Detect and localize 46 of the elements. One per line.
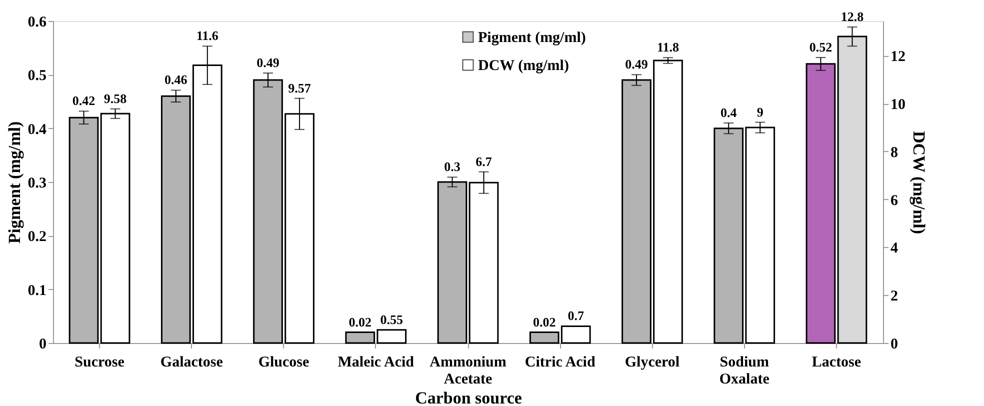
data-label: 0.02 xyxy=(348,314,372,330)
x-tick-label: Galactose xyxy=(160,354,224,370)
y2-tick-label: 6 xyxy=(890,192,898,209)
x-tick-label: Sodium Oxalate xyxy=(719,354,770,388)
legend-label: DCW (mg/ml) xyxy=(478,58,569,74)
y-tick-label: 0 xyxy=(39,336,46,352)
x-tick-label: Ammonium Acetate xyxy=(430,354,507,388)
x-tick-label: Lactose xyxy=(812,354,862,370)
y-tick-label: 0.1 xyxy=(28,282,46,299)
x-tick-label: Citric Acid xyxy=(524,354,596,370)
data-label: 11.8 xyxy=(656,40,680,55)
data-label: 9.57 xyxy=(288,80,312,96)
y2-tick-label: 0 xyxy=(890,336,898,352)
x-tick-label: Maleic Acid xyxy=(338,354,415,370)
data-label: 9.58 xyxy=(104,90,128,106)
y2-tick-label: 2 xyxy=(890,288,898,305)
y-tick-label: 0.5 xyxy=(28,68,46,84)
x-tick-label: Sucrose xyxy=(74,354,125,370)
data-label: 9 xyxy=(756,104,764,120)
data-label: 0.4 xyxy=(720,104,738,120)
y2-axis-title: DCW (mg/ml) xyxy=(910,130,928,234)
data-label: 0.42 xyxy=(72,93,96,108)
data-label: 11.6 xyxy=(196,28,219,44)
data-label: 0.02 xyxy=(532,314,556,330)
data-label: 0.55 xyxy=(380,312,404,327)
data-label: 6.7 xyxy=(476,154,492,169)
y2-tick-label: 4 xyxy=(890,240,898,257)
data-label: 0.46 xyxy=(164,72,188,88)
y-tick-label: 0.2 xyxy=(28,229,46,246)
y-tick-label: 0.4 xyxy=(28,122,47,138)
data-label: 0.52 xyxy=(809,39,832,54)
x-tick-label: Glucose xyxy=(258,354,310,370)
y-axis-title: Pigment (mg/ml) xyxy=(4,121,24,244)
y-tick-label: 0.6 xyxy=(28,14,47,30)
data-label: 0.49 xyxy=(625,56,648,72)
data-label: 0.7 xyxy=(568,308,584,324)
legend-label: Pigment (mg/ml) xyxy=(478,30,586,46)
y-tick-label: 0.3 xyxy=(28,176,46,192)
x-axis-title: Carbon source xyxy=(415,388,522,406)
data-label: 0.49 xyxy=(256,55,280,70)
data-label: 12.8 xyxy=(840,8,864,24)
y2-tick-label: 10 xyxy=(890,97,906,114)
y2-tick-label: 12 xyxy=(890,49,906,66)
x-tick-label: Glycerol xyxy=(624,354,680,370)
y2-tick-label: 8 xyxy=(890,144,898,161)
data-label: 0.3 xyxy=(444,159,461,174)
